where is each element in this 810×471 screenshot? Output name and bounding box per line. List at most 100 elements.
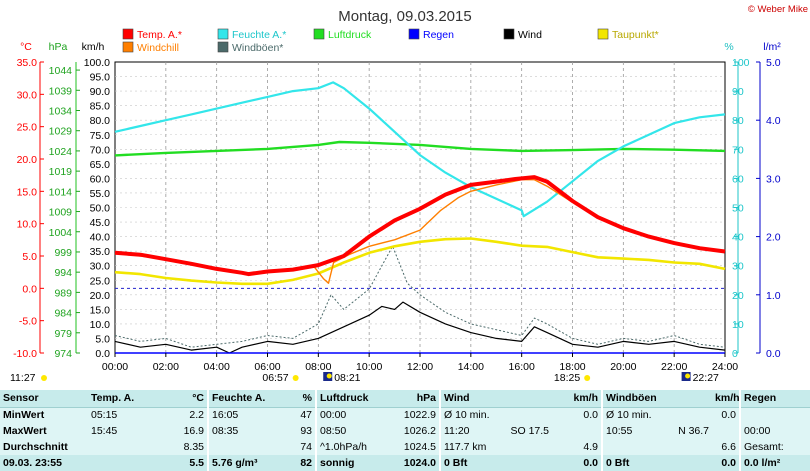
y-tick-label: 70.0 [90,144,111,156]
x-tick-label: 16:00 [509,361,535,373]
y-tick-label: 0 [732,348,738,360]
stats-cell: 00:00 [739,423,793,440]
y-tick-label: 50 [732,203,744,215]
x-tick-label: 22:00 [661,361,687,373]
stats-cell [496,407,553,424]
stats-cell: 2.2 [160,407,208,424]
sun-marker-label: 22:27 [693,372,719,384]
stats-row-label: MinWert [0,407,88,424]
legend-swatch [503,28,515,40]
stats-cell: 0 Bft [601,455,665,471]
y-tick-label: 10.0 [90,319,111,331]
y-tick-label: 70 [732,144,744,156]
stats-row: 09.03. 23:55 5.5 5.76 g/m³ 82 sonnig 1024.0 0 … [0,455,810,471]
y-tick-label: -10.0 [13,348,37,360]
legend-label: Wind [518,29,542,41]
y-tick-label: 1039 [49,85,73,97]
stats-cell: N 36.7 [664,423,713,440]
stats-cell: 0.0 [712,455,741,471]
x-tick-label: 20:00 [610,361,636,373]
legend-label: Windchill [137,42,179,54]
y-tick-label: 1.0 [766,290,781,302]
stats-cell: 10:55 [601,423,665,440]
stats-cell: 1026.2 [382,423,440,440]
y-tick-label: 40.0 [90,232,111,244]
legend-label: Windböen* [232,42,283,54]
y-tick-label: 90 [732,86,744,98]
temp-axis-unit: °C [20,41,32,53]
stats-cell: ^1.0hPa/h [315,439,382,456]
y-tick-label: 974 [54,348,72,360]
stats-cell [664,407,713,424]
y-tick-label: 30.0 [17,89,38,101]
sun-marker-label: 08:21 [334,372,360,384]
stats-cell: Gesamt: [739,439,793,456]
stats-cell: 0 Bft [439,455,496,471]
stats-cell: Ø 10 min. [439,407,496,424]
stats-cell: 0.0 [552,407,603,424]
stats-cell [792,407,810,424]
stats-row: Durchschnitt 8.35 74 ^1.0hPa/h 1024.5 117.7 k… [0,439,810,456]
y-tick-label: 3.0 [766,173,781,185]
y-tick-label: 1014 [49,186,73,198]
y-tick-label: 95.0 [90,72,111,84]
stats-header-row: Sensor Temp. A. °C Feuchte A.% Luftdruck hPa W… [0,390,810,408]
stats-cell: 117.7 km [439,439,496,456]
stats-header-cell: Temp. A. [88,390,160,408]
y-tick-label: 1009 [49,207,73,219]
stats-cell [792,455,810,471]
y-tick-label: 1019 [49,166,73,178]
legend-label: Luftdruck [328,29,372,41]
y-tick-label: 15.0 [90,304,111,316]
y-tick-label: 25.0 [17,122,38,134]
y-tick-label: 35.0 [17,57,38,69]
y-tick-label: 1044 [49,65,73,77]
legend-swatch [217,41,229,53]
x-tick-label: 06:00 [254,361,280,373]
stats-cell: 1024.5 [382,439,440,456]
sun-markers: 11:27 06:57 08:21 18:25 22:27 [10,372,719,384]
y-tick-label: 979 [54,328,72,340]
stats-cell [88,455,160,471]
stats-cell: 16.9 [160,423,208,440]
stats-header-cell: Regen [739,390,810,408]
stats-header-cell: Feuchte A. [207,390,272,408]
series-line [114,301,726,354]
y-tick-label: 1024 [49,146,73,158]
y-tick-label: 4.0 [766,115,781,127]
legend-swatch [408,28,420,40]
stats-cell: 00:00 [315,407,382,424]
x-tick-label: 02:00 [153,361,179,373]
stats-cell [664,439,713,456]
stats-cell: 6.6 [712,439,741,456]
stats-cell: 74 [272,439,316,456]
y-tick-label: 5.0 [22,251,37,263]
stats-cell: 08:50 [315,423,382,440]
x-tick-label: 08:00 [305,361,331,373]
x-tick-label: 04:00 [204,361,230,373]
stats-header-cell: km/h [552,390,603,408]
stats-row: MaxWert 15:45 16.9 08:35 93 08:50 1026.2 11:20 S… [0,423,810,440]
stats-cell: 5.76 g/m³ [207,455,272,471]
stats-cell: 11:20 [439,423,496,440]
sun-marker-label: 11:27 [10,372,36,384]
stats-header-cell: hPa [382,390,440,408]
stats-header-cell: % [272,390,316,408]
stats-cell: sonnig [315,455,382,471]
x-tick-label: 14:00 [458,361,484,373]
y-tick-label: 45.0 [90,217,111,229]
legend-label: Feuchte A.* [232,29,286,41]
y-tick-label: 35.0 [90,246,111,258]
y-tick-label: 0.0 [22,283,37,295]
stats-cell [664,455,713,471]
legend-swatch [597,28,609,40]
y-tick-label: 10.0 [17,219,38,231]
pressure-axis-unit: hPa [49,41,68,53]
legend-swatch [313,28,325,40]
y-tick-label: 30.0 [90,261,111,273]
y-tick-label: 80.0 [90,115,111,127]
axes-group: 35.0 30.0 25.0 20.0 15.0 10.0 5.0 0.0 -5.0 -10.0 1… [13,57,781,373]
legend: Temp. A.* Feuchte A.* Luftdruck Regen Wind Ta… [122,28,659,54]
stats-header-cell: Sensor [0,390,88,408]
y-tick-label: 100.0 [84,57,110,69]
